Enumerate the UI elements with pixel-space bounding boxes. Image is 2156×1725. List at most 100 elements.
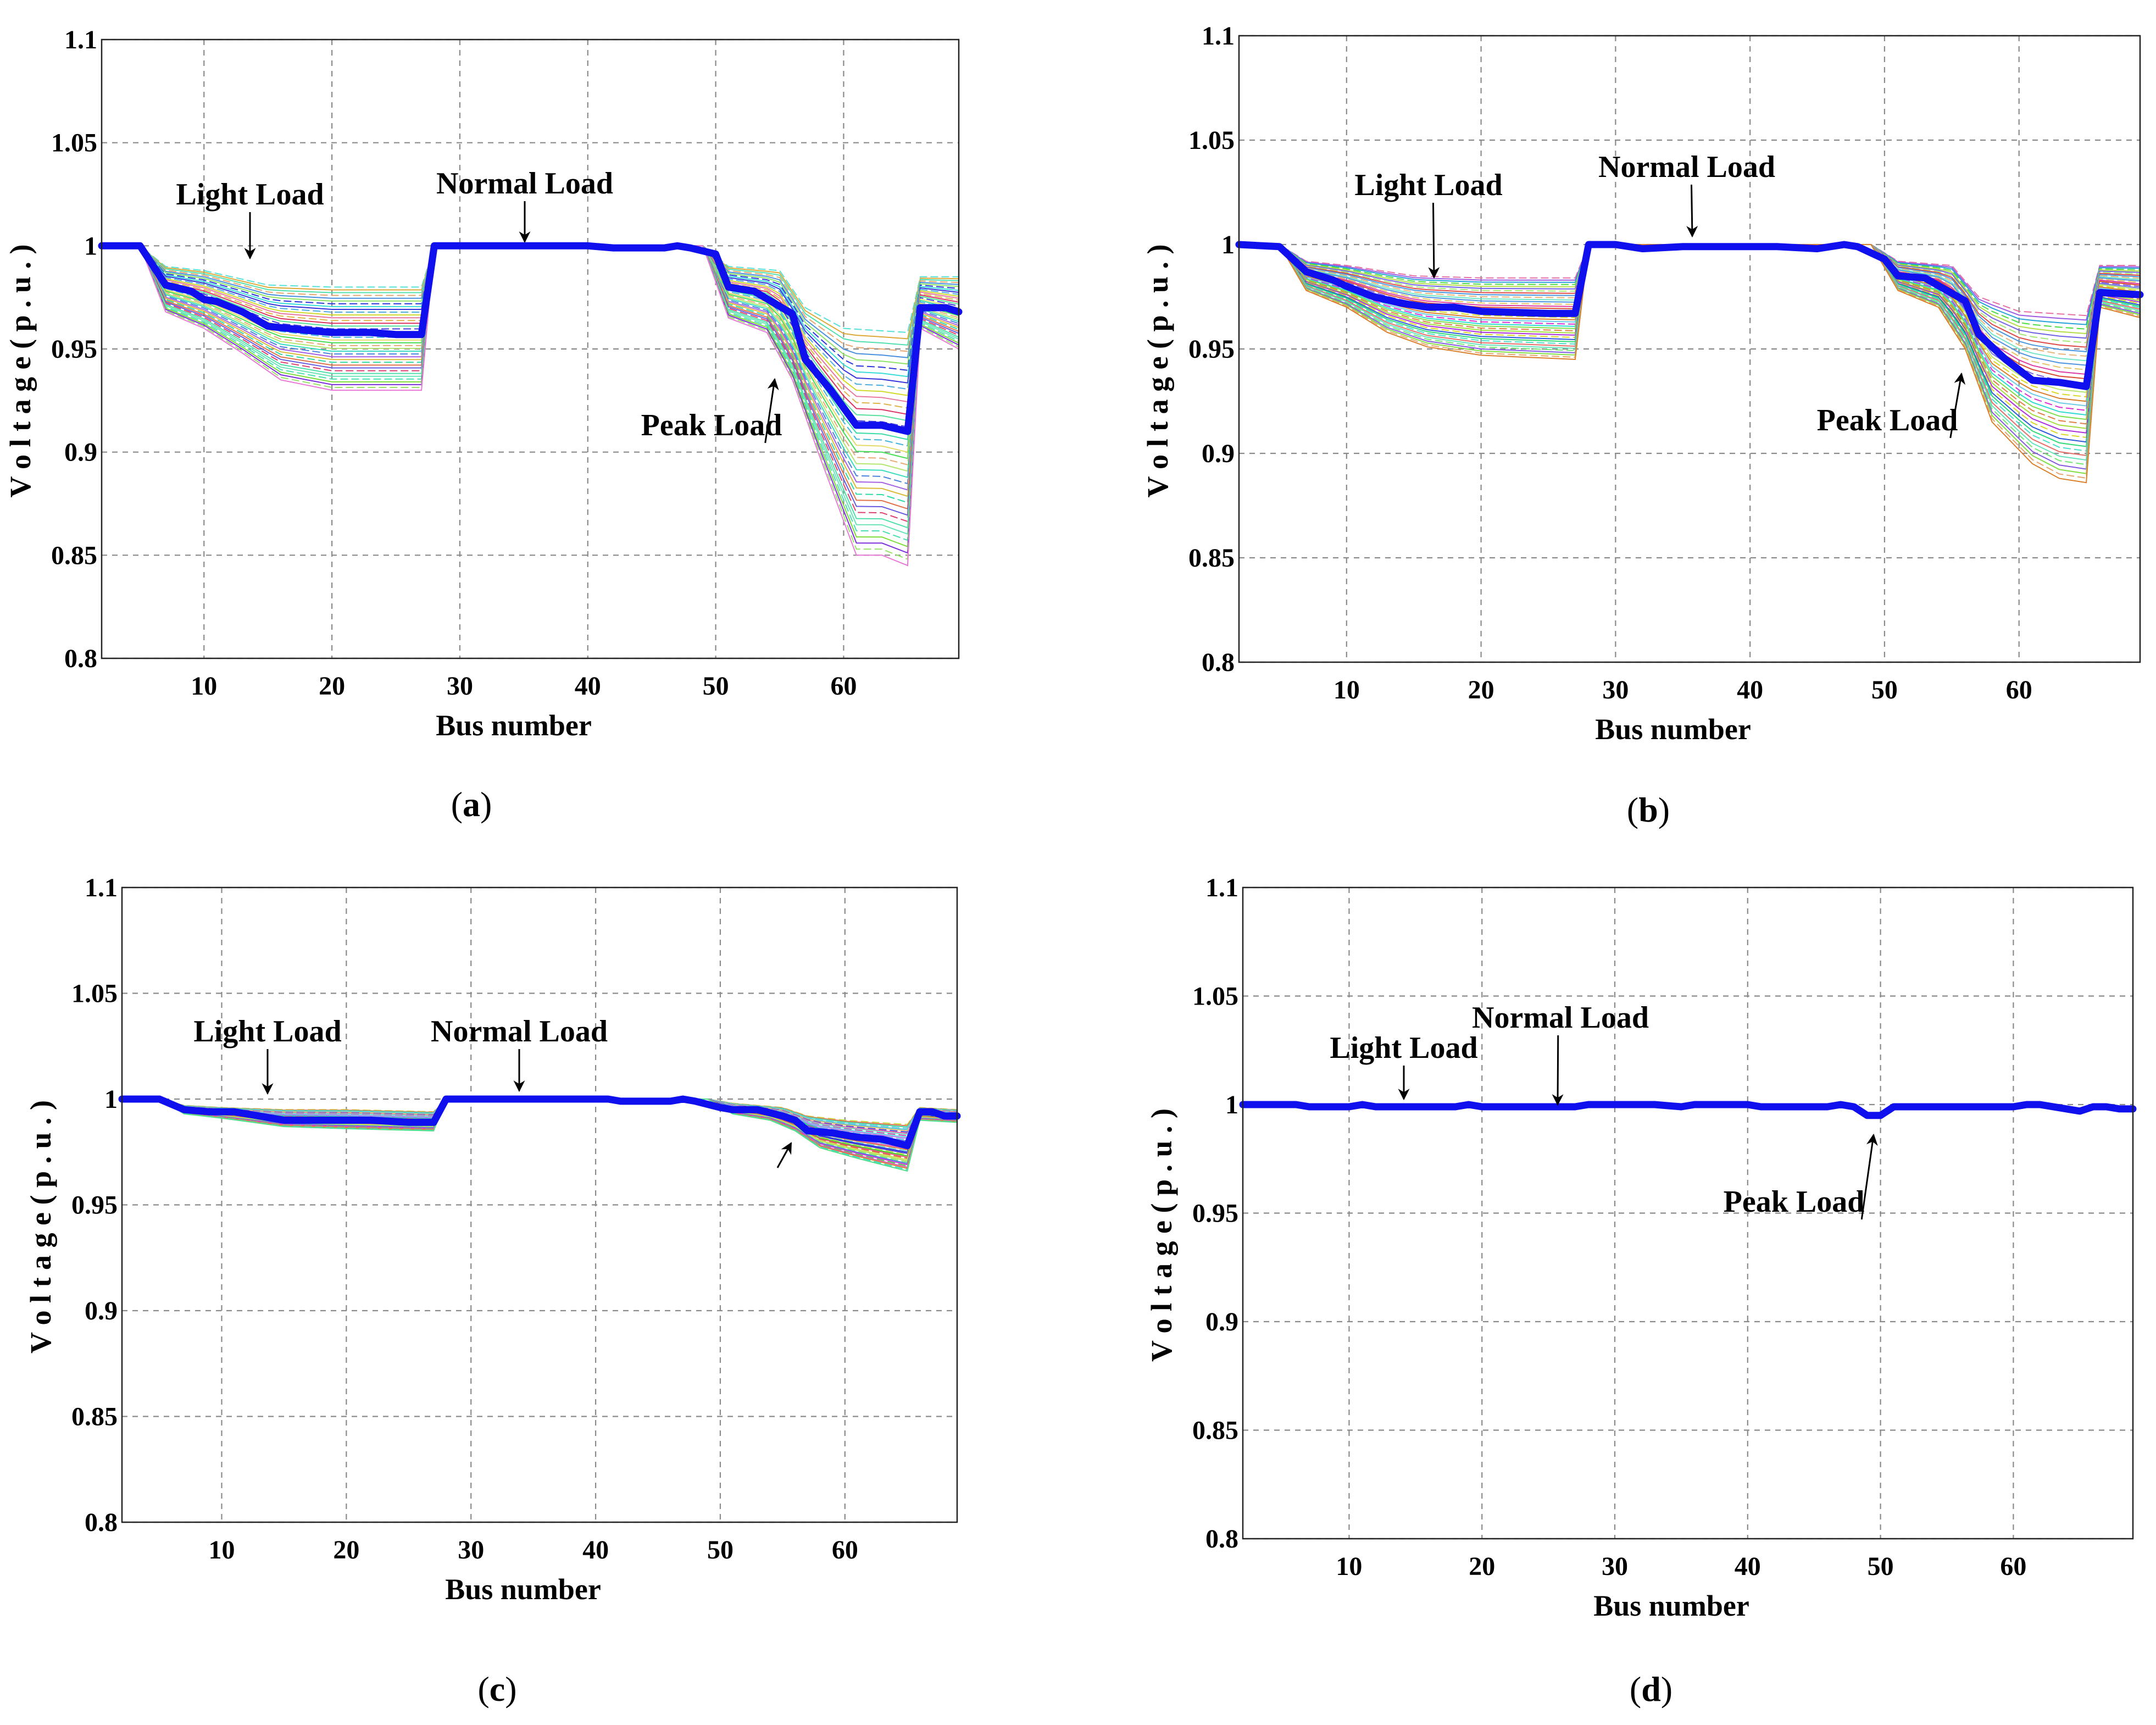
panel-label-b: (b) — [1627, 790, 1670, 829]
annotation-arrow — [776, 1142, 792, 1168]
y-tick-label: 1 — [84, 231, 97, 260]
annotation-label: Light Load — [1354, 168, 1502, 202]
chart-panel-b: 0.8 0.85 0.9 0.95 1 1.05 1.1 10 20 30 40 50 60 Bus … — [1141, 21, 2144, 829]
x-tick-label: 50 — [1871, 675, 1898, 705]
x-tick-label: 50 — [1868, 1552, 1894, 1581]
band-curve — [1239, 244, 2141, 443]
panel-label-c: (c) — [477, 1669, 516, 1709]
band-curve — [102, 245, 959, 390]
plot-frame-c — [121, 886, 958, 1523]
y-tick-label: 0.85 — [1192, 1416, 1238, 1445]
annotation-label: Peak Load — [641, 408, 782, 442]
voltage-profile-line-b — [1235, 241, 2144, 390]
band-curve — [1239, 244, 2141, 447]
annotation-label: Normal Load — [1472, 1001, 1649, 1035]
x-axis-label-a: Bus number — [436, 709, 592, 742]
y-tick-label: 1.05 — [51, 129, 97, 158]
voltage-profile-line-a — [98, 242, 963, 435]
annotation-arrow — [1428, 202, 1440, 279]
y-tick-label: 0.8 — [64, 644, 97, 673]
x-tick-label: 40 — [1735, 1552, 1761, 1581]
band-curve — [122, 1099, 958, 1133]
chart-panel-c: 0.8 0.85 0.9 0.95 1 1.05 1.1 10 20 30 40 50 60 Bus … — [24, 873, 961, 1709]
x-tick-label: 10 — [1333, 675, 1360, 705]
load-band-a — [102, 245, 959, 567]
y-tick-label: 1.05 — [71, 979, 118, 1008]
grid-d — [1243, 886, 2133, 1540]
plot-frame-a — [101, 38, 960, 659]
x-tick-label: 10 — [208, 1535, 235, 1565]
band-curve — [122, 1099, 958, 1156]
chart-panel-d: 0.8 0.85 0.9 0.95 1 1.05 1.1 10 20 30 40 50 60 Bus … — [1145, 873, 2137, 1709]
y-tick-label: 0.9 — [64, 438, 97, 467]
annotation-arrow — [1686, 184, 1698, 238]
annotation-label: Light Load — [1330, 1031, 1477, 1065]
panel-label-a: (a) — [451, 785, 492, 824]
band-curve — [102, 245, 959, 384]
x-tick-label: 30 — [1602, 1552, 1628, 1581]
band-curve — [1239, 244, 2141, 452]
band-curve — [1239, 244, 2141, 357]
y-tick-label: 0.9 — [1205, 1307, 1238, 1336]
x-tick-label: 10 — [1336, 1552, 1362, 1581]
band-curve — [1239, 244, 2141, 407]
x-tick-label: 20 — [1469, 1552, 1495, 1581]
band-curve — [122, 1099, 958, 1136]
annotation-label: Normal Load — [431, 1014, 608, 1049]
annotation-label: Peak Load — [1724, 1185, 1865, 1219]
x-tick-label: 20 — [319, 672, 345, 701]
voltage-profile-line-c — [118, 1095, 961, 1150]
x-tick-label: 60 — [832, 1535, 858, 1565]
annotation-arrow — [764, 378, 779, 443]
y-tick-label: 1.05 — [1192, 982, 1238, 1011]
x-tick-label: 50 — [703, 672, 729, 701]
y-tick-label: 1.05 — [1188, 126, 1235, 155]
x-tick-label: 20 — [333, 1535, 359, 1565]
annotation-arrow — [1949, 372, 1966, 439]
x-tick-label: 30 — [1602, 675, 1629, 705]
x-axis-label-c: Bus number — [445, 1573, 601, 1606]
annotation-label: Normal Load — [436, 167, 613, 201]
y-tick-label: 0.95 — [1188, 335, 1235, 364]
x-tick-label: 40 — [1737, 675, 1763, 705]
x-tick-label: 30 — [458, 1535, 484, 1565]
y-tick-label: 0.95 — [1192, 1199, 1238, 1228]
x-tick-label: 40 — [575, 672, 601, 701]
y-tick-label: 1.1 — [1205, 873, 1238, 902]
y-axis-label-d: V o l t a g e ( p . u . ) — [1145, 1108, 1178, 1362]
x-tick-label: 60 — [2000, 1552, 2026, 1581]
x-tick-label: 50 — [707, 1535, 734, 1565]
y-tick-label: 0.9 — [1202, 439, 1235, 468]
annotation-label: Normal Load — [1598, 150, 1775, 184]
annotation-label: Peak Load — [1817, 403, 1958, 437]
annotation-label: Light Load — [176, 178, 324, 212]
y-axis-label-c: V o l t a g e ( p . u . ) — [24, 1100, 57, 1354]
y-tick-label: 0.8 — [85, 1508, 118, 1537]
panel-label-d: (d) — [1630, 1669, 1672, 1709]
y-axis-label-a: V o l t a g e ( p . u . ) — [4, 244, 37, 497]
grid-a — [102, 38, 959, 659]
y-tick-label: 1.1 — [85, 873, 118, 902]
y-tick-label: 0.8 — [1202, 648, 1235, 677]
x-tick-label: 20 — [1468, 675, 1494, 705]
y-tick-label: 1 — [1221, 230, 1235, 259]
band-curve — [1239, 244, 2141, 465]
y-tick-label: 1 — [1225, 1090, 1238, 1119]
chart-panel-a: 0.8 0.85 0.9 0.95 1 1.05 1.1 10 20 30 40 50 60 Bus … — [4, 25, 963, 824]
x-tick-label: 30 — [447, 672, 473, 701]
x-axis-label-b: Bus number — [1595, 713, 1751, 746]
x-tick-label: 60 — [830, 672, 857, 701]
y-tick-label: 0.95 — [51, 335, 97, 364]
x-axis-label-d: Bus number — [1593, 1589, 1749, 1622]
load-band-b — [1239, 244, 2141, 484]
voltage-profile-line-d — [1239, 1101, 2137, 1119]
annotation-label: Light Load — [193, 1014, 341, 1049]
band-curve — [102, 245, 959, 358]
y-tick-label: 0.85 — [71, 1402, 118, 1432]
y-tick-label: 0.9 — [85, 1296, 118, 1325]
y-tick-label: 0.85 — [1188, 543, 1235, 573]
x-tick-label: 10 — [191, 672, 217, 701]
band-curve — [1239, 244, 2141, 321]
band-curve — [1239, 244, 2141, 439]
